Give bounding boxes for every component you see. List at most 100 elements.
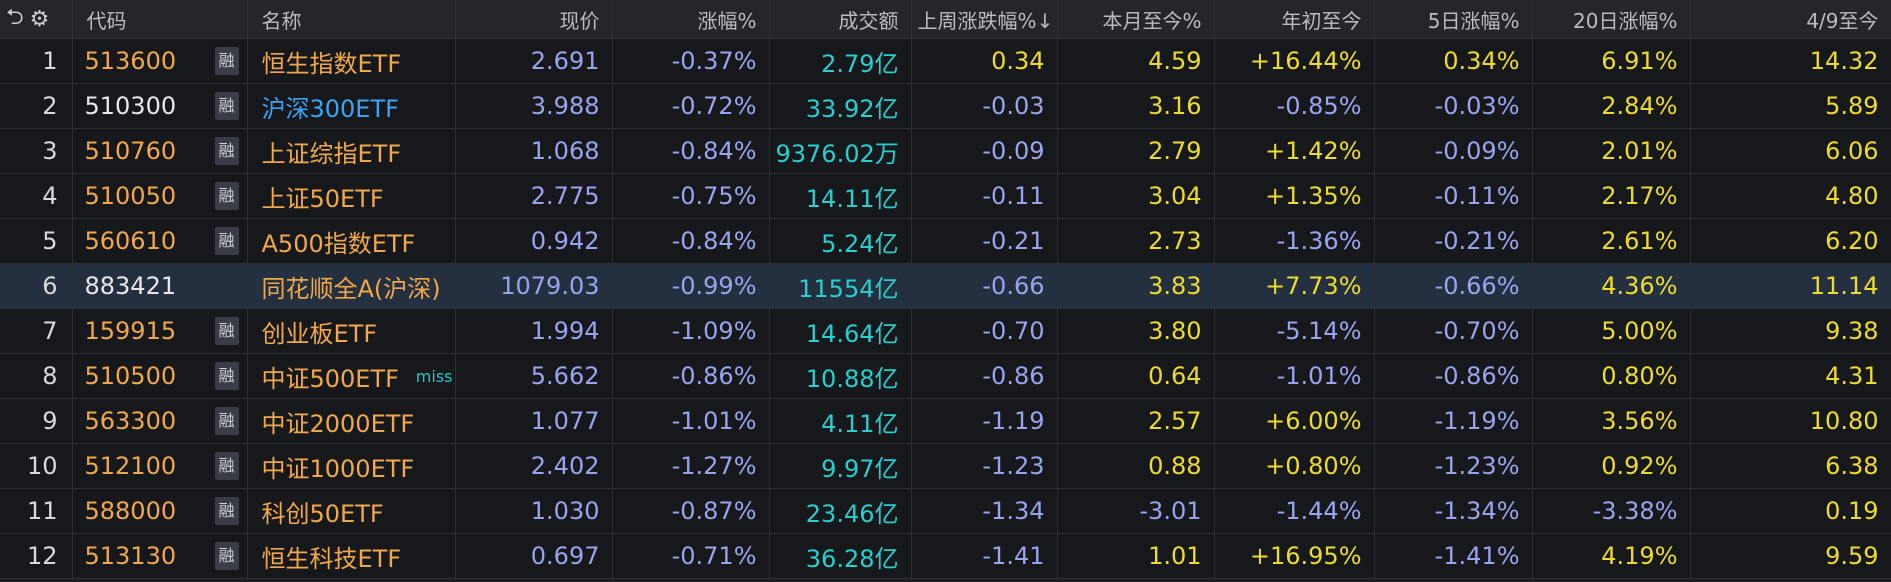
cell-name: 恒生指数ETF	[247, 38, 456, 84]
row-index: 1	[0, 38, 73, 84]
cell-since: 5.89	[1690, 83, 1891, 129]
margin-badge: 融	[214, 452, 239, 480]
row-index: 12	[0, 533, 73, 579]
cell-name: 中证500ETF miss	[247, 353, 456, 399]
cell-change: -0.84%	[612, 218, 770, 264]
col-price[interactable]: 现价	[455, 0, 613, 39]
col-last-week[interactable]: 上周涨跌幅%↓	[911, 0, 1058, 39]
cell-code: 588000 融	[72, 488, 248, 534]
row-index: 3	[0, 128, 73, 174]
cell-amount: 9.97亿	[769, 443, 912, 489]
cell-ytd: +6.00%	[1214, 398, 1375, 444]
col-amount[interactable]: 成交额	[769, 0, 912, 39]
table-row[interactable]: 2 510300 融沪深300ETF 3.988 -0.72% 33.92亿 -0.03 3.…	[0, 83, 1891, 129]
cell-ytd: +0.80%	[1214, 443, 1375, 489]
cell-mtd: 1.01	[1057, 533, 1215, 579]
cell-20d: 2.61%	[1532, 218, 1691, 264]
cell-last-week: -0.70	[911, 308, 1058, 354]
cell-name: 同花顺全A(沪深)	[247, 263, 456, 309]
cell-last-week: -1.34	[911, 488, 1058, 534]
code-text: 159915	[84, 317, 177, 345]
row-index: 6	[0, 263, 73, 309]
code-text: 510500	[84, 362, 177, 390]
name-text: 科创50ETF	[261, 499, 384, 528]
cell-price: 2.691	[455, 38, 613, 84]
col-ytd[interactable]: 年初至今	[1214, 0, 1375, 39]
code-text: 588000	[84, 497, 177, 525]
table-row[interactable]: 9 563300 融中证2000ETF 1.077 -1.01% 4.11亿 -1.19 2.…	[0, 398, 1891, 444]
name-text: 上证综指ETF	[261, 139, 402, 168]
table-row[interactable]: 11 588000 融科创50ETF 1.030 -0.87% 23.46亿 -1.34 -3…	[0, 488, 1891, 534]
row-index: 11	[0, 488, 73, 534]
name-text: 中证2000ETF	[261, 409, 415, 438]
cell-20d: 0.92%	[1532, 443, 1691, 489]
cell-since: 10.80	[1690, 398, 1891, 444]
col-code[interactable]: 代码	[72, 0, 248, 39]
name-text: 恒生指数ETF	[261, 49, 402, 78]
cell-mtd: 2.73	[1057, 218, 1215, 264]
cell-price: 1.077	[455, 398, 613, 444]
row-index: 10	[0, 443, 73, 489]
cell-ytd: +16.95%	[1214, 533, 1375, 579]
gear-icon[interactable]: ⚙	[29, 6, 50, 32]
cell-price: 3.988	[455, 83, 613, 129]
cell-since: 6.38	[1690, 443, 1891, 489]
cell-last-week: -0.86	[911, 353, 1058, 399]
cell-amount: 2.79亿	[769, 38, 912, 84]
cell-amount: 4.11亿	[769, 398, 912, 444]
cell-mtd: 2.57	[1057, 398, 1215, 444]
cell-5d: -1.41%	[1374, 533, 1533, 579]
cell-5d: -0.03%	[1374, 83, 1533, 129]
table-row[interactable]: 8 510500 融中证500ETF miss 5.662 -0.86% 10.88亿 -0.…	[0, 353, 1891, 399]
table-row[interactable]: 5 560610 融 A500指数ETF 0.942 -0.84% 5.24亿 -0.21 2.…	[0, 218, 1891, 264]
cell-name: 上证综指ETF	[247, 128, 456, 174]
cell-last-week: -0.11	[911, 173, 1058, 219]
cell-amount: 14.64亿	[769, 308, 912, 354]
margin-badge: 融	[214, 542, 239, 570]
margin-badge: 融	[214, 137, 239, 165]
header-tools: ⮌ ⚙	[0, 0, 73, 39]
cell-price: 0.942	[455, 218, 613, 264]
cell-amount: 9376.02万	[769, 128, 912, 174]
cell-code: 159915 融	[72, 308, 248, 354]
cell-code: 513600 融	[72, 38, 248, 84]
cell-ytd: -1.36%	[1214, 218, 1375, 264]
col-since[interactable]: 4/9至今	[1690, 0, 1891, 39]
code-text: 563300	[84, 407, 177, 435]
cell-ytd: -1.44%	[1214, 488, 1375, 534]
cell-name: 科创50ETF	[247, 488, 456, 534]
cell-since: 4.80	[1690, 173, 1891, 219]
col-20d[interactable]: 20日涨幅%	[1532, 0, 1691, 39]
cell-5d: -1.23%	[1374, 443, 1533, 489]
name-text: 沪深300ETF	[261, 94, 399, 123]
cell-price: 1079.03	[455, 263, 613, 309]
cell-20d: 0.80%	[1532, 353, 1691, 399]
cell-last-week: 0.34	[911, 38, 1058, 84]
cell-change: -0.99%	[612, 263, 770, 309]
cell-5d: -0.11%	[1374, 173, 1533, 219]
row-index: 5	[0, 218, 73, 264]
col-change[interactable]: 涨幅%	[612, 0, 770, 39]
cell-since: 0.19	[1690, 488, 1891, 534]
cell-20d: 4.36%	[1532, 263, 1691, 309]
table-row[interactable]: 3 510760 融上证综指ETF 1.068 -0.84% 9376.02万 -0.09 2…	[0, 128, 1891, 174]
cell-last-week: -1.41	[911, 533, 1058, 579]
table-row[interactable]: 12 513130 融恒生科技ETF 0.697 -0.71% 36.28亿 -1.41 1.…	[0, 533, 1891, 579]
col-5d[interactable]: 5日涨幅%	[1374, 0, 1533, 39]
col-name[interactable]: 名称	[247, 0, 456, 39]
undo-icon[interactable]: ⮌	[6, 5, 24, 30]
table-row[interactable]: 10 512100 融中证1000ETF 2.402 -1.27% 9.97亿 -1.23 0…	[0, 443, 1891, 489]
table-row[interactable]: 6 883421 同花顺全A(沪深) 1079.03 -0.99% 11554亿 -0.66…	[0, 263, 1891, 309]
table-row[interactable]: 1 513600 融恒生指数ETF 2.691 -0.37% 2.79亿 0.34 4.59 +…	[0, 38, 1891, 84]
cell-change: -0.84%	[612, 128, 770, 174]
table-row[interactable]: 4 510050 融上证50ETF 2.775 -0.75% 14.11亿 -0.11 3.0…	[0, 173, 1891, 219]
col-mtd[interactable]: 本月至今%	[1057, 0, 1215, 39]
cell-5d: -0.66%	[1374, 263, 1533, 309]
table-row[interactable]: 7 159915 融创业板ETF 1.994 -1.09% 14.64亿 -0.70 3.80…	[0, 308, 1891, 354]
cell-mtd: 3.16	[1057, 83, 1215, 129]
cell-price: 5.662	[455, 353, 613, 399]
name-text: 同花顺全A(沪深)	[261, 274, 441, 303]
cell-20d: 6.91%	[1532, 38, 1691, 84]
margin-badge: 融	[214, 47, 239, 75]
margin-badge: 融	[214, 182, 239, 210]
